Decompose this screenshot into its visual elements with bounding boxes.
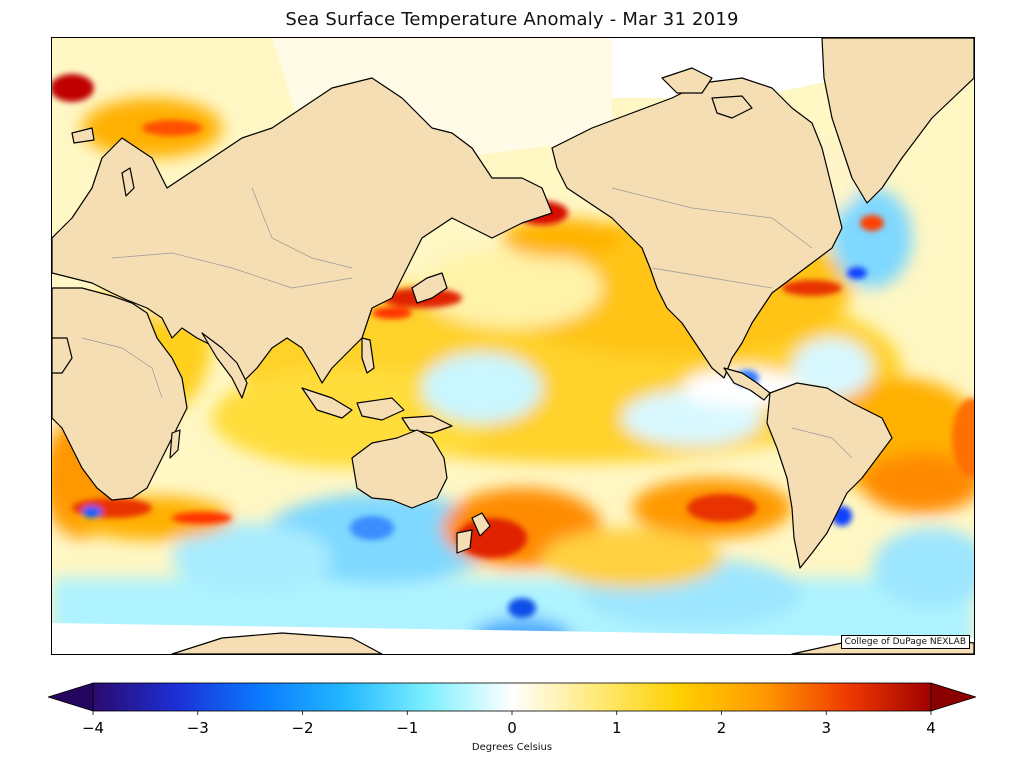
australia	[351, 429, 448, 509]
land	[52, 38, 974, 654]
japan	[411, 272, 448, 304]
colorbar-tick-label: 1	[612, 719, 622, 737]
arctic-islands	[661, 67, 713, 94]
central-america	[723, 367, 771, 401]
colorbar-gradient	[92, 682, 932, 712]
eurasia	[52, 77, 553, 384]
indonesia-a	[301, 387, 353, 419]
colorbar-extend-low	[46, 682, 94, 712]
colorbar-extend-high	[930, 682, 978, 712]
iceland	[71, 127, 95, 144]
indonesia-b	[356, 397, 405, 421]
map-title: Sea Surface Temperature Anomaly - Mar 31…	[285, 9, 739, 30]
colorbar-tick-label: −4	[82, 719, 104, 737]
sst-anomaly-map: College of DuPage NEXLAB	[51, 37, 975, 655]
borders	[81, 187, 853, 459]
credit-label: College of DuPage NEXLAB	[840, 635, 970, 649]
philippines	[361, 337, 375, 374]
colorbar-tick-label: 3	[821, 719, 831, 737]
north-america	[551, 77, 843, 379]
madagascar	[169, 429, 181, 459]
arctic-islands-2	[711, 95, 753, 119]
map-canvas: College of DuPage NEXLAB	[52, 38, 974, 654]
colorbar-svg: −4 −3 −2 −1 0 1 2 3 4	[46, 682, 978, 737]
colorbar-tick-label: −2	[291, 719, 313, 737]
new-zealand	[471, 512, 491, 537]
colorbar-tick-label: 0	[507, 719, 517, 737]
antarctica	[171, 632, 383, 654]
west-africa-coast	[52, 337, 73, 374]
new-guinea	[401, 415, 453, 434]
new-zealand-south	[456, 529, 473, 554]
africa	[52, 287, 188, 501]
colorbar-tick-label: −1	[396, 719, 418, 737]
colorbar-label: Degrees Celsius	[471, 742, 553, 753]
colorbar-tick-label: 4	[926, 719, 936, 737]
india	[201, 332, 248, 399]
uk	[121, 167, 135, 197]
colorbar: −4 −3 −2 −1 0 1 2 3 4	[46, 682, 978, 737]
greenland	[821, 38, 974, 204]
colorbar-tick-label: 2	[717, 719, 727, 737]
colorbar-tick-label: −3	[187, 719, 209, 737]
